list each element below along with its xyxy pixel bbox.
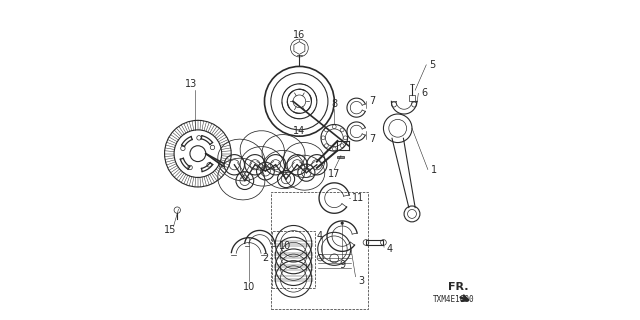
Text: 15: 15 xyxy=(164,225,177,235)
Bar xyxy=(366,240,383,245)
Text: 7: 7 xyxy=(369,96,376,106)
Text: 8: 8 xyxy=(332,100,337,109)
Bar xyxy=(272,231,316,288)
Text: 9: 9 xyxy=(339,260,345,270)
Text: 4: 4 xyxy=(317,231,323,241)
Text: 16: 16 xyxy=(293,30,305,40)
Text: 2: 2 xyxy=(262,253,269,263)
Text: 10: 10 xyxy=(243,282,255,292)
Text: FR.: FR. xyxy=(449,282,469,292)
Text: 13: 13 xyxy=(186,79,198,89)
Text: 17: 17 xyxy=(328,169,340,179)
Text: 3: 3 xyxy=(358,276,364,285)
Text: 1: 1 xyxy=(431,164,437,174)
Text: 6: 6 xyxy=(422,88,428,98)
Text: 10: 10 xyxy=(279,241,291,251)
Bar xyxy=(271,192,367,309)
Bar xyxy=(409,95,415,101)
Text: 7: 7 xyxy=(369,134,376,144)
Circle shape xyxy=(340,222,344,225)
Text: 11: 11 xyxy=(352,193,364,203)
Text: 5: 5 xyxy=(429,60,436,70)
Bar xyxy=(337,156,344,158)
Text: TXM4E1600: TXM4E1600 xyxy=(433,295,474,304)
Text: 14: 14 xyxy=(293,126,305,136)
Text: 4: 4 xyxy=(387,244,393,254)
